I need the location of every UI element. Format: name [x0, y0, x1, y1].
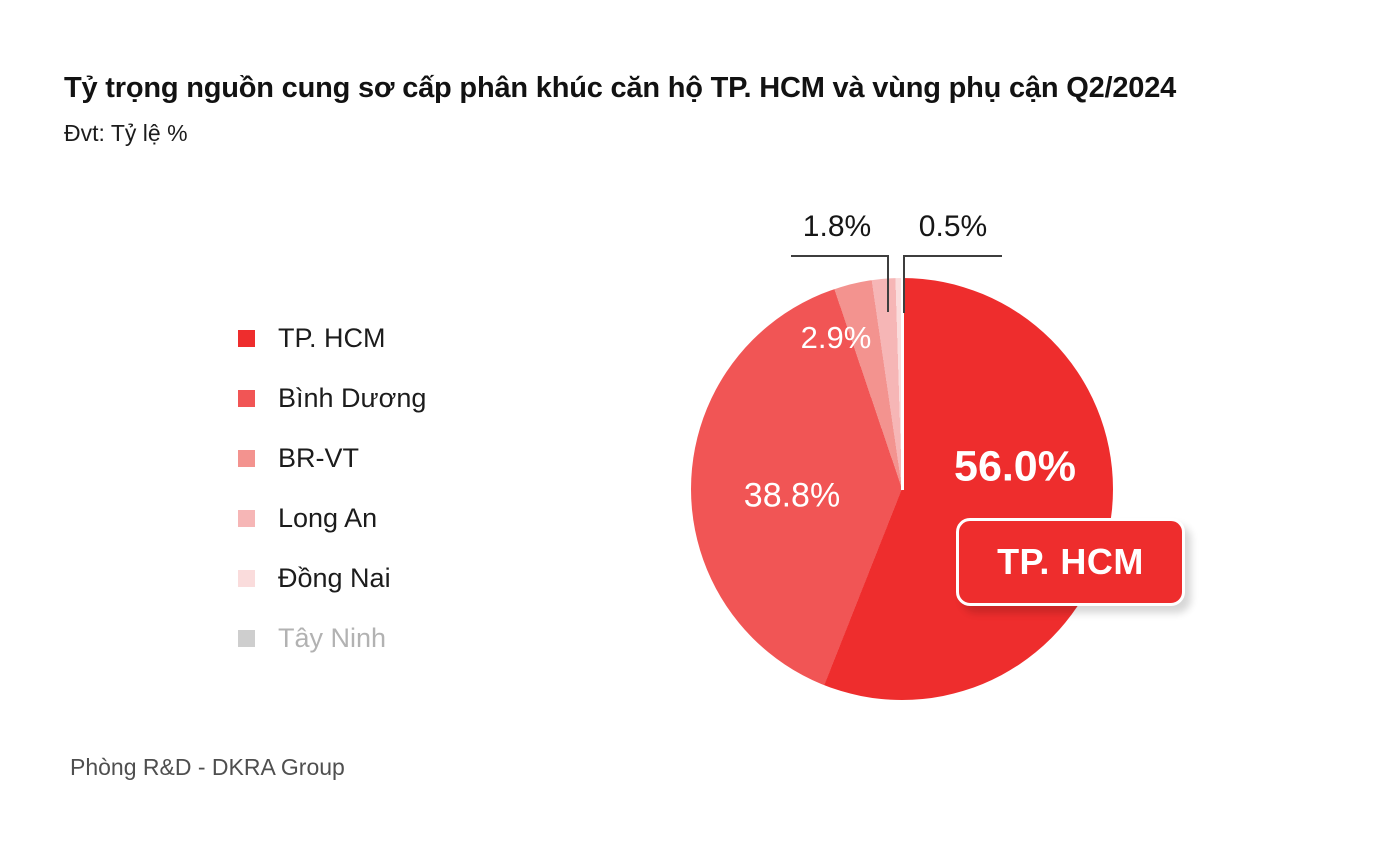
legend: TP. HCM Bình Dương BR-VT Long An Đồng Na… — [238, 322, 427, 684]
legend-swatch-dongnai — [238, 569, 255, 587]
legend-item-tayninh: Tây Ninh — [238, 622, 426, 653]
legend-label-brvt: BR-VT — [278, 442, 359, 473]
slice-label-tphcm: 56.0% — [954, 442, 1076, 491]
leader-line-longan-vertical — [887, 255, 889, 312]
callout-label-dongnai: 0.5% — [918, 210, 988, 243]
legend-swatch-longan — [238, 509, 255, 527]
legend-swatch-tayninh — [238, 629, 255, 647]
chart-title: Tỷ trọng nguồn cung sơ cấp phân khúc căn… — [64, 72, 1177, 104]
leader-line-longan-horizontal — [791, 255, 889, 257]
legend-item-tphcm: TP. HCM — [238, 322, 426, 353]
legend-swatch-brvt — [238, 449, 255, 467]
legend-item-binhduong: Bình Dương — [238, 382, 427, 413]
leader-line-dongnai-vertical — [903, 255, 905, 313]
legend-item-brvt: BR-VT — [238, 442, 426, 473]
leader-line-dongnai-horizontal — [903, 255, 1002, 257]
source-credit: Phòng R&D - DKRA Group — [70, 754, 345, 780]
legend-label-dongnai: Đồng Nai — [278, 562, 391, 593]
legend-label-tphcm: TP. HCM — [278, 322, 386, 353]
legend-item-dongnai: Đồng Nai — [238, 562, 426, 593]
legend-label-binhduong: Bình Dương — [278, 382, 427, 413]
legend-swatch-binhduong — [238, 389, 255, 407]
legend-label-tayninh: Tây Ninh — [278, 622, 387, 653]
slice-label-binhduong: 38.8% — [743, 476, 841, 515]
slice-separator — [901, 278, 904, 490]
slice-label-brvt: 2.9% — [800, 320, 872, 355]
callout-label-longan: 1.8% — [802, 210, 872, 243]
unit-label: Đvt: Tỷ lệ % — [64, 120, 188, 146]
legend-label-longan: Long An — [278, 502, 378, 533]
highlight-badge: TP. HCM — [956, 518, 1185, 606]
highlight-badge-label: TP. HCM — [997, 541, 1144, 582]
legend-item-longan: Long An — [238, 502, 426, 533]
legend-swatch-tphcm — [238, 329, 255, 347]
